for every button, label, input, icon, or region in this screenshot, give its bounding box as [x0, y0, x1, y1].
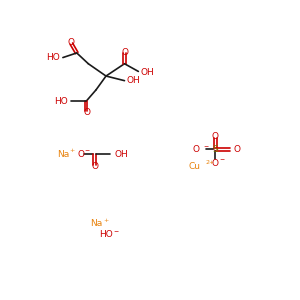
Text: S: S: [212, 145, 218, 154]
Text: HO: HO: [46, 53, 60, 62]
Text: +: +: [103, 218, 108, 223]
Text: O: O: [233, 146, 240, 154]
Text: O: O: [122, 48, 129, 57]
Text: HO: HO: [55, 97, 68, 106]
Text: HO: HO: [99, 230, 113, 239]
Text: −: −: [113, 228, 118, 233]
Text: −: −: [204, 143, 209, 148]
Text: 2+: 2+: [205, 160, 214, 165]
Text: +: +: [70, 148, 75, 153]
Text: O: O: [212, 158, 219, 167]
Text: O: O: [77, 150, 84, 159]
Text: Cu: Cu: [189, 162, 201, 171]
Text: OH: OH: [141, 68, 154, 77]
Text: OH: OH: [127, 76, 141, 85]
Text: Na: Na: [58, 150, 70, 159]
Text: O: O: [67, 38, 74, 47]
Text: −: −: [219, 157, 224, 162]
Text: −: −: [85, 148, 90, 152]
Text: Na: Na: [90, 219, 102, 228]
Text: O: O: [212, 132, 219, 141]
Text: O: O: [92, 162, 99, 171]
Text: O: O: [83, 108, 90, 117]
Text: OH: OH: [115, 150, 128, 159]
Text: O: O: [192, 145, 199, 154]
